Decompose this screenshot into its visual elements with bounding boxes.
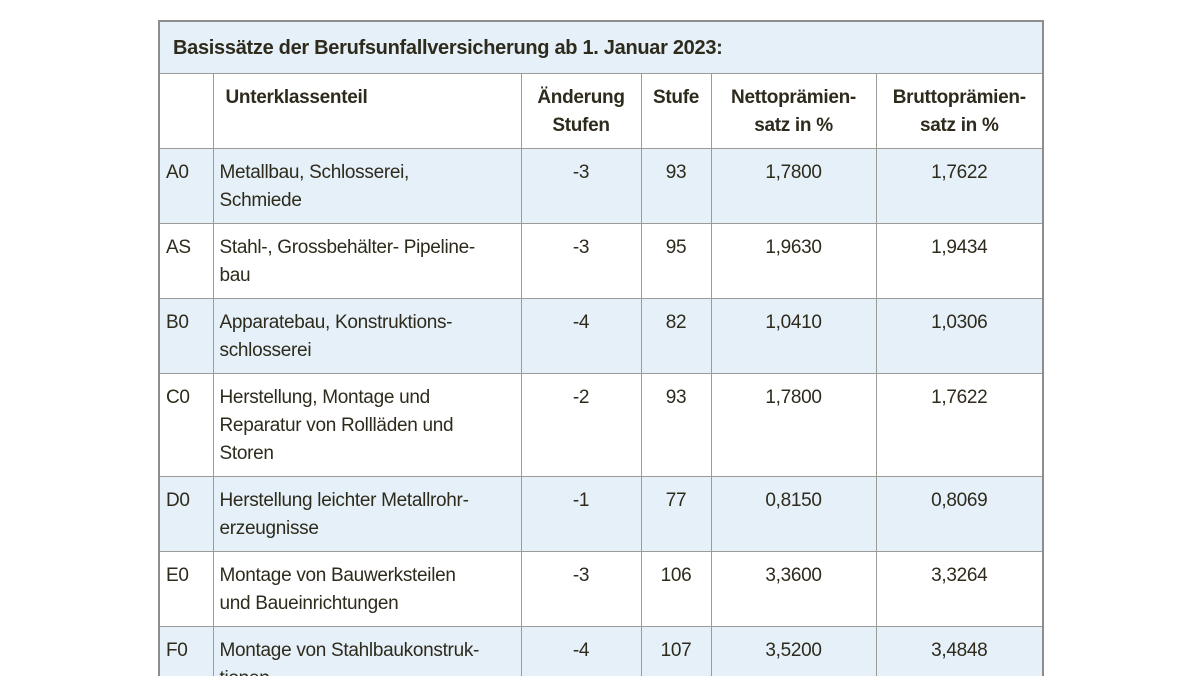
header-aenderung-stufen: Änderung Stufen xyxy=(520,72,642,149)
table-title-row: Basissätze der Berufsunfallversicherung … xyxy=(158,20,1044,74)
brutto-cell: 1,7622 xyxy=(875,372,1044,477)
description-cell: Metallbau, Schlosserei, Schmiede xyxy=(212,147,522,224)
header-stufe: Stufe xyxy=(640,72,712,149)
code-cell: B0 xyxy=(158,297,214,374)
stufe-cell: 93 xyxy=(640,372,712,477)
table-row-f0: F0 Montage von Stahlbaukonstruk- tionen … xyxy=(158,625,1044,676)
header-nettopraemiensatz: Nettoprämien- satz in % xyxy=(710,72,877,149)
stufe-cell: 107 xyxy=(640,625,712,676)
table-row-e0: E0 Montage von Bauwerksteilen und Bauein… xyxy=(158,550,1044,627)
premium-rates-table: Basissätze der Berufsunfallversicherung … xyxy=(158,20,1045,676)
aenderung-cell: -3 xyxy=(520,147,642,224)
netto-cell: 1,7800 xyxy=(710,372,877,477)
header-unterklassenteil: Unterklassenteil xyxy=(212,72,522,149)
netto-cell: 1,0410 xyxy=(710,297,877,374)
code-cell: F0 xyxy=(158,625,214,676)
stufe-cell: 93 xyxy=(640,147,712,224)
aenderung-cell: -2 xyxy=(520,372,642,477)
aenderung-cell: -1 xyxy=(520,475,642,552)
table-row-d0: D0 Herstellung leichter Metallrohr- erze… xyxy=(158,475,1044,552)
brutto-cell: 0,8069 xyxy=(875,475,1044,552)
stufe-cell: 82 xyxy=(640,297,712,374)
stufe-cell: 95 xyxy=(640,222,712,299)
table-row-as: AS Stahl-, Grossbehälter- Pipeline- bau … xyxy=(158,222,1044,299)
aenderung-cell: -3 xyxy=(520,222,642,299)
premium-rates-table-wrapper: Basissätze der Berufsunfallversicherung … xyxy=(158,20,1045,676)
code-cell: AS xyxy=(158,222,214,299)
brutto-cell: 1,9434 xyxy=(875,222,1044,299)
netto-cell: 0,8150 xyxy=(710,475,877,552)
aenderung-cell: -3 xyxy=(520,550,642,627)
table-header-row: Unterklassenteil Änderung Stufen Stufe N… xyxy=(158,72,1044,149)
stufe-cell: 77 xyxy=(640,475,712,552)
description-cell: Stahl-, Grossbehälter- Pipeline- bau xyxy=(212,222,522,299)
brutto-cell: 3,4848 xyxy=(875,625,1044,676)
brutto-cell: 3,3264 xyxy=(875,550,1044,627)
description-cell: Herstellung leichter Metallrohr- erzeugn… xyxy=(212,475,522,552)
description-cell: Montage von Bauwerksteilen und Baueinric… xyxy=(212,550,522,627)
description-cell: Apparatebau, Konstruktions- schlosserei xyxy=(212,297,522,374)
code-cell: A0 xyxy=(158,147,214,224)
code-cell: E0 xyxy=(158,550,214,627)
table-row-c0: C0 Herstellung, Montage und Reparatur vo… xyxy=(158,372,1044,477)
brutto-cell: 1,0306 xyxy=(875,297,1044,374)
table-title: Basissätze der Berufsunfallversicherung … xyxy=(158,20,1044,74)
header-bruttopraemiensatz: Bruttoprämien- satz in % xyxy=(875,72,1044,149)
aenderung-cell: -4 xyxy=(520,625,642,676)
code-cell: D0 xyxy=(158,475,214,552)
description-cell: Herstellung, Montage und Reparatur von R… xyxy=(212,372,522,477)
table-row-a0: A0 Metallbau, Schlosserei, Schmiede -3 9… xyxy=(158,147,1044,224)
netto-cell: 1,7800 xyxy=(710,147,877,224)
header-code xyxy=(158,72,214,149)
stufe-cell: 106 xyxy=(640,550,712,627)
netto-cell: 3,5200 xyxy=(710,625,877,676)
netto-cell: 1,9630 xyxy=(710,222,877,299)
brutto-cell: 1,7622 xyxy=(875,147,1044,224)
table-row-b0: B0 Apparatebau, Konstruktions- schlosser… xyxy=(158,297,1044,374)
netto-cell: 3,3600 xyxy=(710,550,877,627)
code-cell: C0 xyxy=(158,372,214,477)
description-cell: Montage von Stahlbaukonstruk- tionen xyxy=(212,625,522,676)
aenderung-cell: -4 xyxy=(520,297,642,374)
